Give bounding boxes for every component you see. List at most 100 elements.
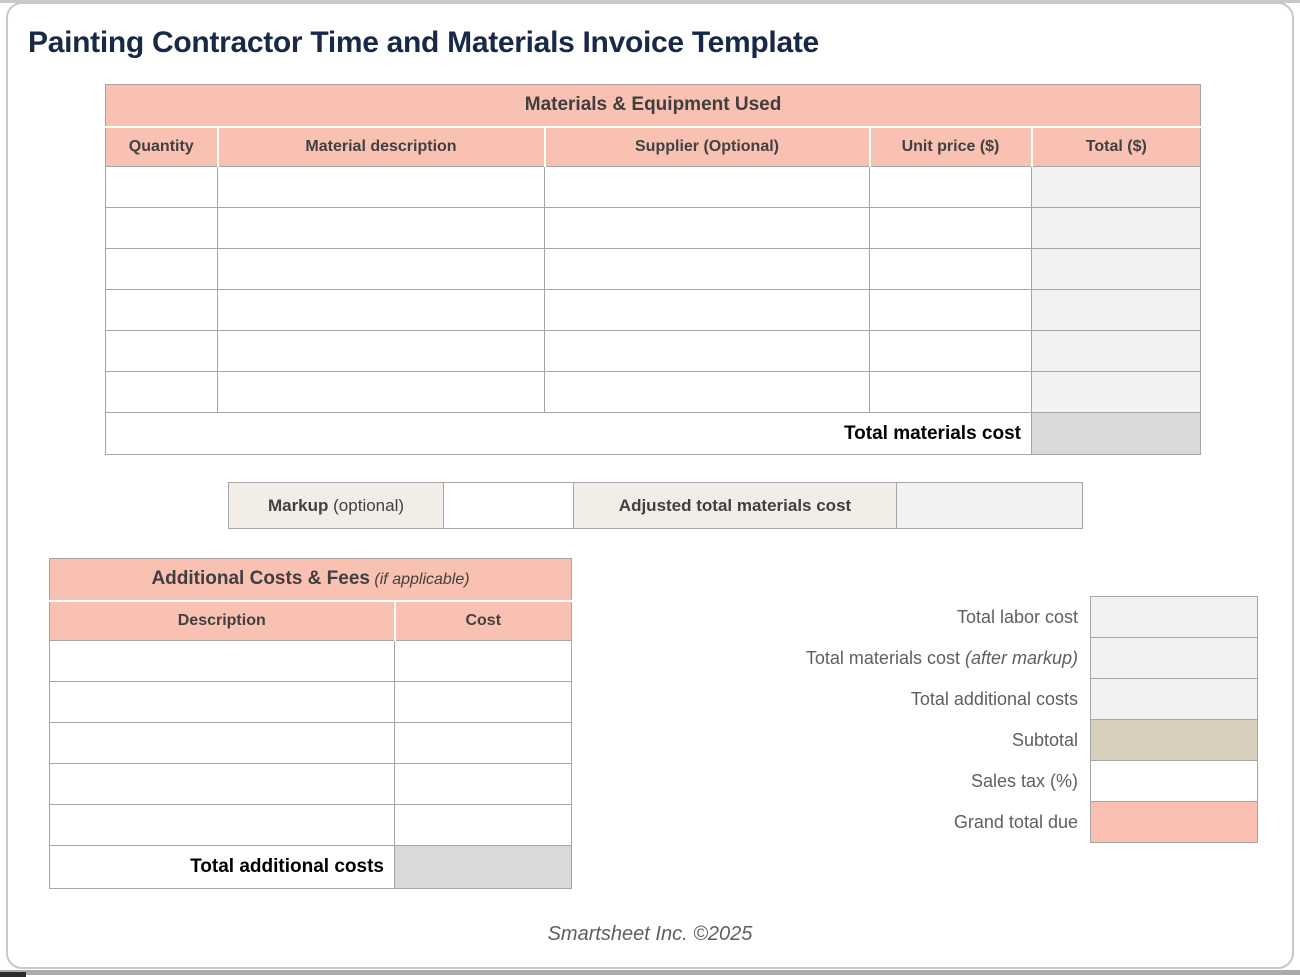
additional-table-row [49,804,573,846]
adjusted-total-materials-cost-label: Adjusted total materials cost [573,482,897,529]
markup-label-note: (optional) [328,495,405,515]
quantity-cell[interactable] [105,289,218,331]
cost-cell[interactable] [393,804,573,846]
adjusted-total-materials-cost-value [896,482,1083,529]
additional-table-header-row: Description Cost [49,600,573,641]
page-title: Painting Contractor Time and Materials I… [28,26,819,59]
total-cell [1030,166,1202,208]
summary-row-sales-tax: Sales tax (%) [560,760,1258,802]
summary-row-total-additional-costs: Total additional costs [560,678,1258,720]
additional-title-bold: Additional Costs & Fees [151,568,370,590]
footer-credit: Smartsheet Inc. ©2025 [547,923,753,945]
total-cell [1030,289,1202,331]
column-header-unit-price: Unit price ($) [868,126,1032,167]
total-additional-costs-value [393,845,573,889]
additional-total-row: Total additional costs [49,845,573,889]
additional-table-title: Additional Costs & Fees (if applicable) [48,558,573,602]
additional-table-row [49,722,573,764]
supplier-cell[interactable] [544,289,870,331]
markup-label-bold: Markup [267,495,329,515]
column-header-material-description: Material description [216,126,545,167]
description-cell[interactable] [49,722,395,764]
material-description-cell[interactable] [217,289,545,331]
additional-table-caption-row: Additional Costs & Fees (if applicable) [48,558,573,602]
materials-equipment-table: Materials & Equipment Used Quantity Mate… [104,84,1202,455]
supplier-cell[interactable] [544,166,870,208]
total-additional-costs-summary-value [1090,678,1258,720]
quantity-cell[interactable] [105,330,218,372]
window-bottom-corner [0,972,26,977]
quantity-cell[interactable] [105,166,218,208]
materials-table-row [105,330,1202,372]
unit-price-cell[interactable] [869,248,1032,290]
materials-table-caption-row: Materials & Equipment Used [104,84,1202,128]
total-materials-after-markup-value [1090,637,1258,679]
cost-cell[interactable] [393,681,573,723]
total-cell [1030,371,1202,413]
cost-cell[interactable] [393,640,573,682]
material-description-cell[interactable] [217,166,545,208]
total-cell [1030,248,1202,290]
summary-row-total-materials-cost: Total materials cost (after markup) [560,637,1258,679]
total-cell [1030,330,1202,372]
materials-table-row [105,248,1202,290]
additional-table-row [49,763,573,805]
summary-row-subtotal: Subtotal [560,719,1258,761]
description-cell[interactable] [49,640,395,682]
sales-tax-input[interactable] [1090,760,1258,802]
summary-row-grand-total: Grand total due [560,801,1258,843]
quantity-cell[interactable] [105,371,218,413]
additional-table-row [49,640,573,682]
materials-table-row [105,371,1202,413]
unit-price-cell[interactable] [869,289,1032,331]
supplier-cell[interactable] [544,330,870,372]
additional-title-note: (if applicable) [369,571,470,589]
window-top-edge [0,0,1300,3]
total-additional-costs-label: Total additional costs [49,845,395,889]
invoice-summary: Total labor cost Total materials cost (a… [560,596,1258,843]
column-header-description: Description [49,600,395,641]
total-materials-cost-value [1030,412,1202,455]
additional-table-row [49,681,573,723]
window-bottom-edge [0,970,1300,975]
column-header-supplier: Supplier (Optional) [543,126,870,167]
subtotal-value [1090,719,1258,761]
materials-table-title: Materials & Equipment Used [104,84,1202,128]
cost-cell[interactable] [393,763,573,805]
material-description-cell[interactable] [217,330,545,372]
summary-row-total-labor-cost: Total labor cost [560,596,1258,638]
total-materials-after-markup-label: Total materials cost [805,648,965,668]
materials-table-row [105,166,1202,208]
material-description-cell[interactable] [217,248,545,290]
description-cell[interactable] [49,763,395,805]
unit-price-cell[interactable] [869,330,1032,372]
total-materials-cost-label: Total materials cost [105,412,1032,455]
column-header-cost: Cost [393,600,573,641]
column-header-total: Total ($) [1030,126,1202,167]
unit-price-cell[interactable] [869,371,1032,413]
total-cell [1030,207,1202,249]
grand-total-due-value [1090,801,1258,843]
total-labor-cost-label: Total labor cost [956,607,1078,627]
material-description-cell[interactable] [217,207,545,249]
grand-total-due-label: Grand total due [953,812,1078,832]
sales-tax-label: Sales tax (%) [970,771,1078,791]
material-description-cell[interactable] [217,371,545,413]
description-cell[interactable] [49,681,395,723]
materials-total-row: Total materials cost [105,412,1202,455]
unit-price-cell[interactable] [869,166,1032,208]
markup-input-cell[interactable] [443,482,574,529]
materials-table-header-row: Quantity Material description Supplier (… [105,126,1202,167]
supplier-cell[interactable] [544,207,870,249]
supplier-cell[interactable] [544,371,870,413]
quantity-cell[interactable] [105,207,218,249]
cost-cell[interactable] [393,722,573,764]
quantity-cell[interactable] [105,248,218,290]
additional-costs-table: Additional Costs & Fees (if applicable) … [48,558,573,889]
materials-table-row [105,207,1202,249]
total-labor-cost-value [1090,596,1258,638]
unit-price-cell[interactable] [869,207,1032,249]
description-cell[interactable] [49,804,395,846]
total-additional-costs-summary-label: Total additional costs [910,689,1078,709]
supplier-cell[interactable] [544,248,870,290]
